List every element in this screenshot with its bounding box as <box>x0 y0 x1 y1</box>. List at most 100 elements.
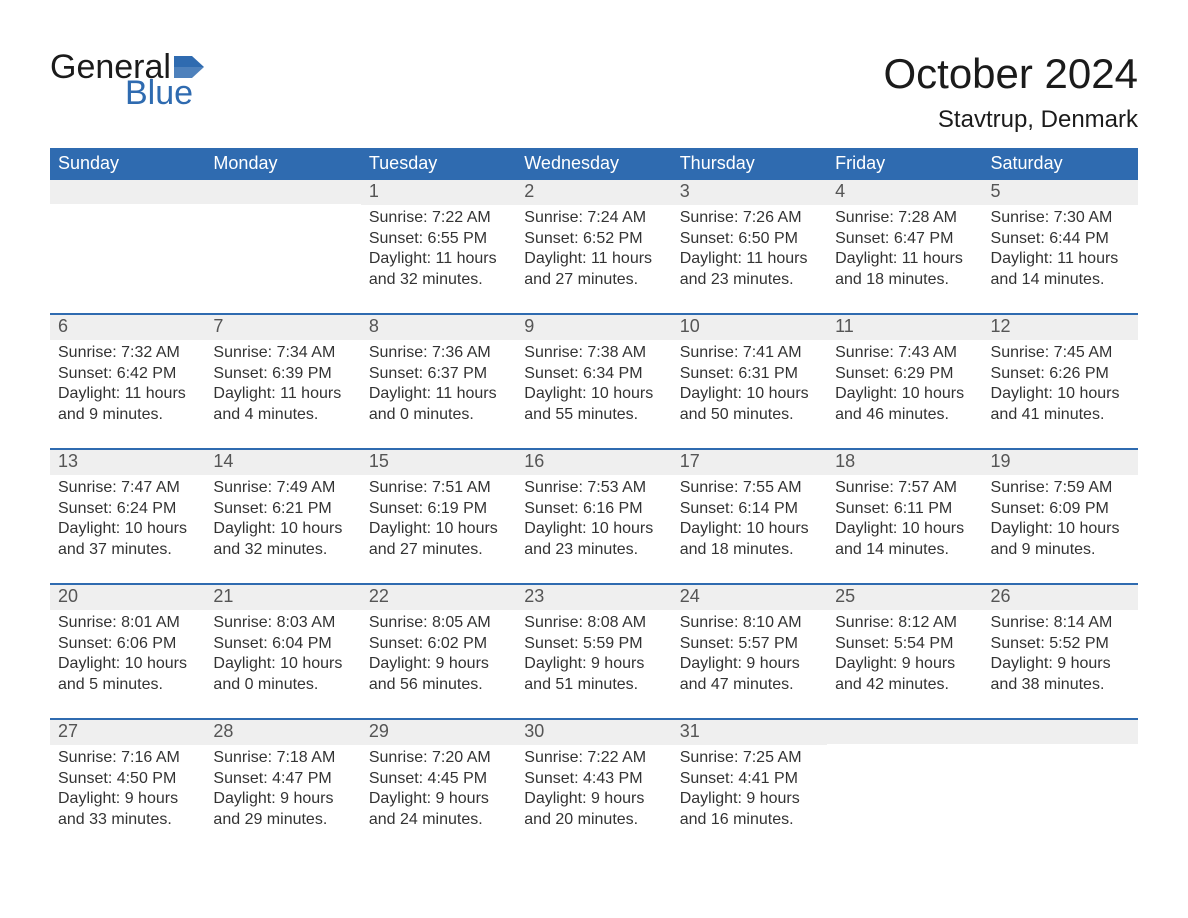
weekday-header: Sunday <box>50 148 205 180</box>
calendar-day-cell: 30Sunrise: 7:22 AMSunset: 4:43 PMDayligh… <box>516 719 671 853</box>
calendar-day-cell: 15Sunrise: 7:51 AMSunset: 6:19 PMDayligh… <box>361 449 516 584</box>
day-number: 4 <box>827 180 982 205</box>
daylight-text: Daylight: 10 hours and 55 minutes. <box>524 384 663 426</box>
logo: General Blue <box>50 50 204 110</box>
sunrise-text: Sunrise: 7:57 AM <box>835 478 974 499</box>
sunrise-text: Sunrise: 7:55 AM <box>680 478 819 499</box>
day-details <box>983 744 1138 747</box>
calendar-day-cell: 6Sunrise: 7:32 AMSunset: 6:42 PMDaylight… <box>50 314 205 449</box>
day-number: 18 <box>827 450 982 475</box>
sunset-text: Sunset: 6:50 PM <box>680 229 819 250</box>
day-details: Sunrise: 7:25 AMSunset: 4:41 PMDaylight:… <box>672 745 827 831</box>
sunset-text: Sunset: 6:21 PM <box>213 499 352 520</box>
calendar-week-row: 1Sunrise: 7:22 AMSunset: 6:55 PMDaylight… <box>50 180 1138 314</box>
sunrise-text: Sunrise: 7:28 AM <box>835 208 974 229</box>
day-number: 10 <box>672 315 827 340</box>
calendar-day-cell: 28Sunrise: 7:18 AMSunset: 4:47 PMDayligh… <box>205 719 360 853</box>
calendar-day-cell: 19Sunrise: 7:59 AMSunset: 6:09 PMDayligh… <box>983 449 1138 584</box>
sunrise-text: Sunrise: 7:59 AM <box>991 478 1130 499</box>
weekday-header: Saturday <box>983 148 1138 180</box>
calendar-week-row: 20Sunrise: 8:01 AMSunset: 6:06 PMDayligh… <box>50 584 1138 719</box>
calendar-day-cell: 26Sunrise: 8:14 AMSunset: 5:52 PMDayligh… <box>983 584 1138 719</box>
day-details: Sunrise: 7:20 AMSunset: 4:45 PMDaylight:… <box>361 745 516 831</box>
day-number: 29 <box>361 720 516 745</box>
daylight-text: Daylight: 11 hours and 14 minutes. <box>991 249 1130 291</box>
sunset-text: Sunset: 6:26 PM <box>991 364 1130 385</box>
sunset-text: Sunset: 6:42 PM <box>58 364 197 385</box>
day-details: Sunrise: 7:26 AMSunset: 6:50 PMDaylight:… <box>672 205 827 291</box>
sunset-text: Sunset: 6:37 PM <box>369 364 508 385</box>
sunrise-text: Sunrise: 7:22 AM <box>524 748 663 769</box>
calendar-week-row: 13Sunrise: 7:47 AMSunset: 6:24 PMDayligh… <box>50 449 1138 584</box>
day-details: Sunrise: 7:55 AMSunset: 6:14 PMDaylight:… <box>672 475 827 561</box>
daylight-text: Daylight: 9 hours and 29 minutes. <box>213 789 352 831</box>
calendar-day-cell: 27Sunrise: 7:16 AMSunset: 4:50 PMDayligh… <box>50 719 205 853</box>
sunrise-text: Sunrise: 7:30 AM <box>991 208 1130 229</box>
sunrise-text: Sunrise: 7:26 AM <box>680 208 819 229</box>
calendar-day-cell: 8Sunrise: 7:36 AMSunset: 6:37 PMDaylight… <box>361 314 516 449</box>
sunset-text: Sunset: 6:09 PM <box>991 499 1130 520</box>
day-details: Sunrise: 7:30 AMSunset: 6:44 PMDaylight:… <box>983 205 1138 291</box>
daylight-text: Daylight: 11 hours and 32 minutes. <box>369 249 508 291</box>
sunrise-text: Sunrise: 7:38 AM <box>524 343 663 364</box>
daylight-text: Daylight: 10 hours and 18 minutes. <box>680 519 819 561</box>
sunset-text: Sunset: 5:52 PM <box>991 634 1130 655</box>
day-number: 27 <box>50 720 205 745</box>
calendar-day-cell: 18Sunrise: 7:57 AMSunset: 6:11 PMDayligh… <box>827 449 982 584</box>
sunrise-text: Sunrise: 8:12 AM <box>835 613 974 634</box>
day-number: 24 <box>672 585 827 610</box>
day-number: 19 <box>983 450 1138 475</box>
sunset-text: Sunset: 6:52 PM <box>524 229 663 250</box>
calendar-day-cell: 29Sunrise: 7:20 AMSunset: 4:45 PMDayligh… <box>361 719 516 853</box>
day-number <box>827 720 982 744</box>
sunset-text: Sunset: 6:55 PM <box>369 229 508 250</box>
calendar-day-cell <box>983 719 1138 853</box>
title-block: October 2024 Stavtrup, Denmark <box>883 50 1138 134</box>
sunrise-text: Sunrise: 7:22 AM <box>369 208 508 229</box>
sunset-text: Sunset: 6:47 PM <box>835 229 974 250</box>
day-details: Sunrise: 7:49 AMSunset: 6:21 PMDaylight:… <box>205 475 360 561</box>
daylight-text: Daylight: 11 hours and 0 minutes. <box>369 384 508 426</box>
sunset-text: Sunset: 6:34 PM <box>524 364 663 385</box>
day-details: Sunrise: 7:16 AMSunset: 4:50 PMDaylight:… <box>50 745 205 831</box>
weekday-header: Tuesday <box>361 148 516 180</box>
sunset-text: Sunset: 4:45 PM <box>369 769 508 790</box>
sunset-text: Sunset: 4:41 PM <box>680 769 819 790</box>
day-details: Sunrise: 7:41 AMSunset: 6:31 PMDaylight:… <box>672 340 827 426</box>
day-details: Sunrise: 8:08 AMSunset: 5:59 PMDaylight:… <box>516 610 671 696</box>
daylight-text: Daylight: 10 hours and 46 minutes. <box>835 384 974 426</box>
sunset-text: Sunset: 6:11 PM <box>835 499 974 520</box>
sunrise-text: Sunrise: 7:51 AM <box>369 478 508 499</box>
sunset-text: Sunset: 6:16 PM <box>524 499 663 520</box>
sunrise-text: Sunrise: 7:18 AM <box>213 748 352 769</box>
calendar-day-cell: 2Sunrise: 7:24 AMSunset: 6:52 PMDaylight… <box>516 180 671 314</box>
day-details: Sunrise: 8:05 AMSunset: 6:02 PMDaylight:… <box>361 610 516 696</box>
sunrise-text: Sunrise: 7:53 AM <box>524 478 663 499</box>
calendar-day-cell: 10Sunrise: 7:41 AMSunset: 6:31 PMDayligh… <box>672 314 827 449</box>
day-number: 9 <box>516 315 671 340</box>
calendar-day-cell: 17Sunrise: 7:55 AMSunset: 6:14 PMDayligh… <box>672 449 827 584</box>
sunset-text: Sunset: 4:43 PM <box>524 769 663 790</box>
day-details <box>205 204 360 207</box>
day-number: 30 <box>516 720 671 745</box>
daylight-text: Daylight: 10 hours and 41 minutes. <box>991 384 1130 426</box>
calendar-day-cell: 23Sunrise: 8:08 AMSunset: 5:59 PMDayligh… <box>516 584 671 719</box>
daylight-text: Daylight: 11 hours and 9 minutes. <box>58 384 197 426</box>
sunrise-text: Sunrise: 7:36 AM <box>369 343 508 364</box>
sunrise-text: Sunrise: 7:32 AM <box>58 343 197 364</box>
sunrise-text: Sunrise: 8:01 AM <box>58 613 197 634</box>
sunrise-text: Sunrise: 7:20 AM <box>369 748 508 769</box>
sunset-text: Sunset: 4:50 PM <box>58 769 197 790</box>
sunrise-text: Sunrise: 7:41 AM <box>680 343 819 364</box>
weekday-header: Thursday <box>672 148 827 180</box>
daylight-text: Daylight: 9 hours and 38 minutes. <box>991 654 1130 696</box>
day-number: 1 <box>361 180 516 205</box>
sunrise-text: Sunrise: 7:45 AM <box>991 343 1130 364</box>
sunrise-text: Sunrise: 7:25 AM <box>680 748 819 769</box>
sunrise-text: Sunrise: 7:34 AM <box>213 343 352 364</box>
daylight-text: Daylight: 9 hours and 51 minutes. <box>524 654 663 696</box>
sunrise-text: Sunrise: 7:24 AM <box>524 208 663 229</box>
sunset-text: Sunset: 5:57 PM <box>680 634 819 655</box>
day-number: 14 <box>205 450 360 475</box>
calendar-table: Sunday Monday Tuesday Wednesday Thursday… <box>50 148 1138 853</box>
